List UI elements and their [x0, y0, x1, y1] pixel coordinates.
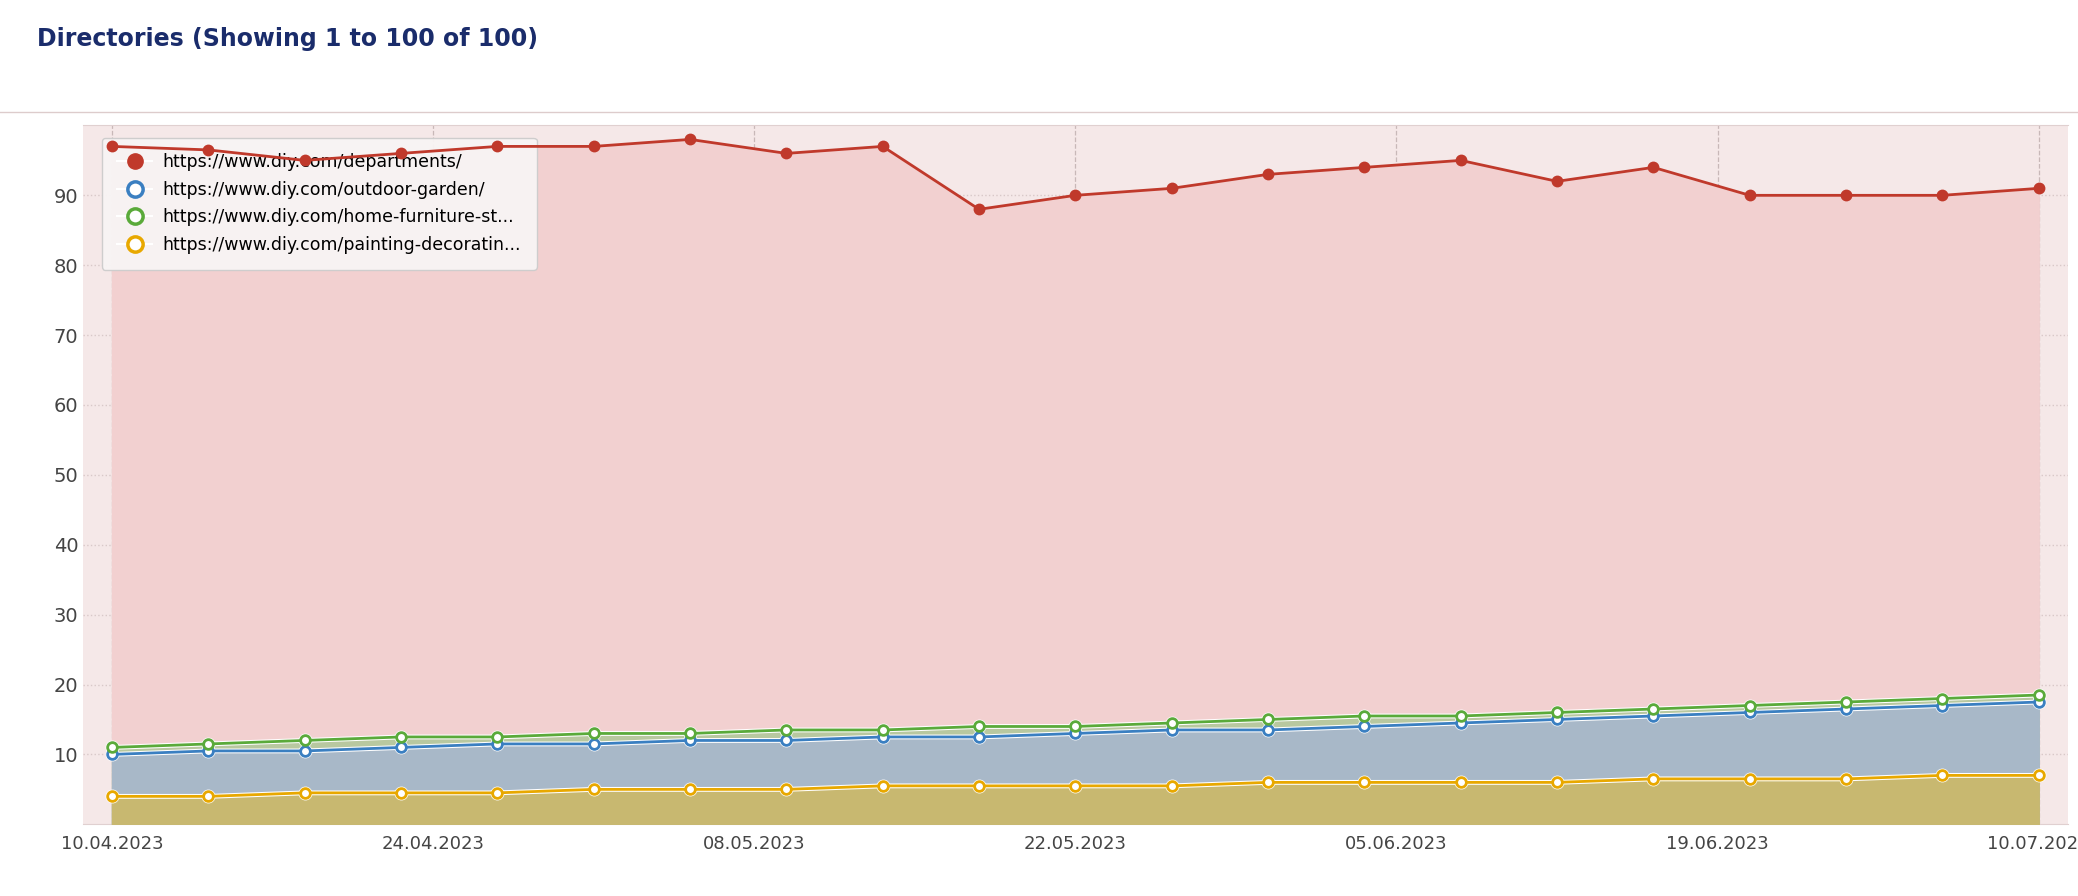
Legend: https://www.diy.com/departments/, https://www.diy.com/outdoor-garden/, https://w: https://www.diy.com/departments/, https:… [102, 138, 536, 270]
Text: Directories (Showing 1 to 100 of 100): Directories (Showing 1 to 100 of 100) [37, 27, 538, 51]
